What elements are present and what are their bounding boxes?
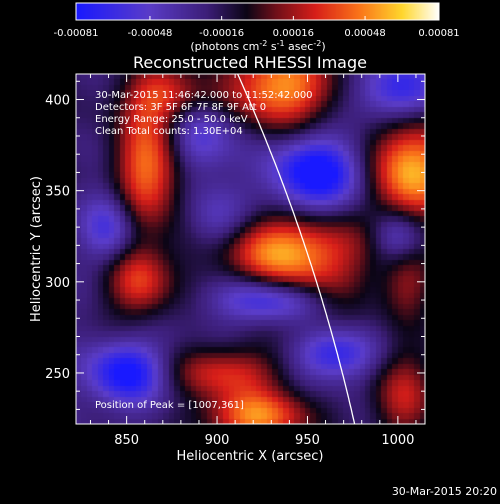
annotation-detectors: Detectors: 3F 5F 6F 7F 8F 9F Att 0 bbox=[95, 102, 266, 113]
colorbar: -0.00081 -0.00048 -0.00016 0.00016 0.00048 0.… bbox=[54, 2, 460, 53]
colorbar-tick-label: 0.00048 bbox=[344, 28, 385, 39]
colorbar-tick-label: 0.00016 bbox=[273, 28, 314, 39]
annotation-energy-range: Energy Range: 25.0 - 50.0 keV bbox=[95, 114, 248, 125]
colorbar-ticks: -0.00081 -0.00048 -0.00016 0.00016 0.00048 0.… bbox=[54, 16, 460, 39]
colorbar-tick-label: 0.00081 bbox=[418, 28, 459, 39]
annotation-block: 30-Mar-2015 11:46:42.000 to 11:52:42.000… bbox=[95, 90, 313, 411]
plot-frame bbox=[75, 73, 426, 425]
colorbar-unit-label: (photons cm-2 s-1 asec-2) bbox=[190, 39, 325, 53]
footer-timestamp: 30-Mar-2015 20:20 bbox=[392, 485, 497, 498]
plot-area: 850 900 950 1000 250 300 350 400 30-Mar-2015 11… bbox=[45, 73, 426, 448]
y-tick-label: 350 bbox=[45, 185, 70, 200]
x-tick-label: 900 bbox=[205, 433, 230, 448]
x-tick-label: 950 bbox=[295, 433, 320, 448]
x-axis-label: Heliocentric X (arcsec) bbox=[177, 449, 324, 464]
annotation-peak-position: Position of Peak = [1007,361] bbox=[95, 400, 244, 411]
colorbar-tick-label: -0.00016 bbox=[199, 28, 244, 39]
axis-ticks: 850 900 950 1000 250 300 350 400 bbox=[45, 74, 425, 448]
annotation-clean-counts: Clean Total counts: 1.30E+04 bbox=[95, 126, 243, 137]
y-axis-label: Heliocentric Y (arcsec) bbox=[29, 176, 44, 322]
heatmap-image bbox=[76, 74, 425, 424]
y-tick-label: 300 bbox=[45, 276, 70, 291]
colorbar-gradient bbox=[76, 3, 439, 20]
chart-title: Reconstructed RHESSI Image bbox=[133, 53, 367, 72]
y-tick-label: 400 bbox=[45, 94, 70, 109]
annotation-time-range: 30-Mar-2015 11:46:42.000 to 11:52:42.000 bbox=[95, 90, 313, 101]
x-tick-label: 1000 bbox=[381, 433, 414, 448]
colorbar-tick-label: -0.00048 bbox=[127, 28, 172, 39]
x-tick-label: 850 bbox=[114, 433, 139, 448]
colorbar-frame bbox=[75, 2, 440, 21]
colorbar-tick-label: -0.00081 bbox=[54, 28, 99, 39]
solar-limb-line bbox=[237, 73, 356, 425]
y-tick-label: 250 bbox=[45, 367, 70, 382]
